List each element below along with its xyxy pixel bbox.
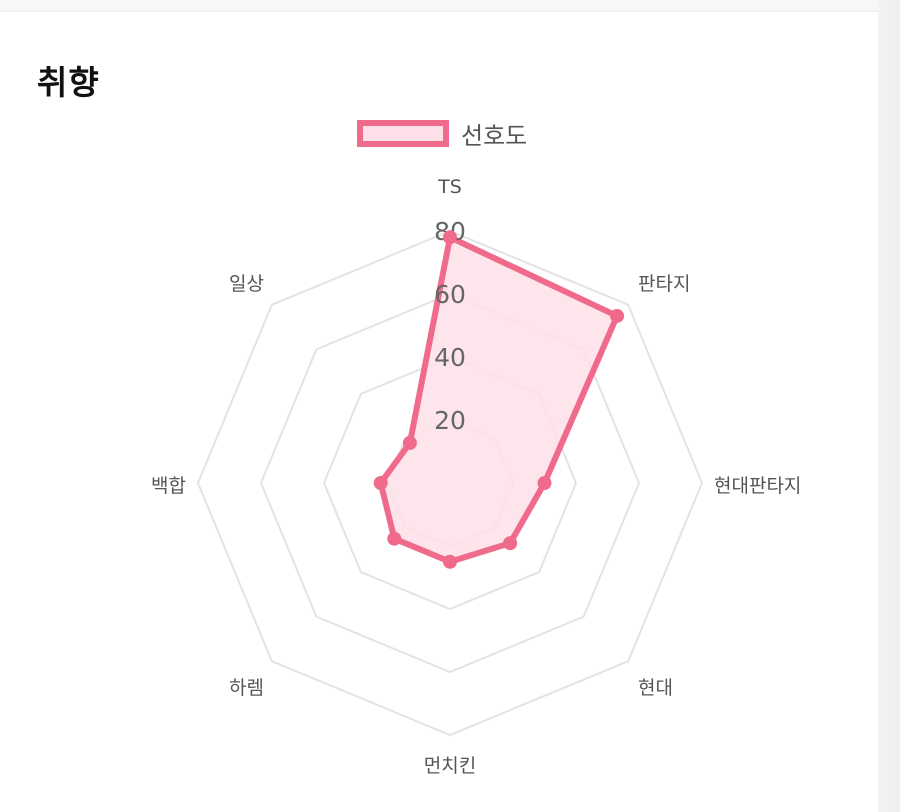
category-label: 현대판타지 (714, 475, 801, 497)
tick-label: 20 (434, 406, 466, 435)
data-point (537, 476, 552, 490)
category-label: 백합 (151, 475, 186, 497)
legend-label: 선호도 (461, 122, 528, 150)
category-label: 일상 (229, 273, 264, 295)
category-label: 하렘 (229, 677, 264, 699)
category-label: 먼치킨 (424, 755, 476, 777)
data-point (373, 476, 388, 490)
tick-label: 40 (434, 343, 466, 372)
chart-legend[interactable]: 선호도 (357, 116, 527, 151)
tick-label: 60 (434, 280, 466, 309)
data-point (387, 531, 402, 546)
data-point (443, 230, 457, 245)
top-bar (0, 0, 880, 12)
page-title: 취향 (37, 63, 100, 102)
category-label: 현대 (638, 677, 673, 699)
category-label: TS (437, 176, 462, 198)
grid-ring (196, 229, 704, 737)
scrollbar[interactable] (878, 0, 900, 812)
grid-ring (259, 292, 641, 674)
data-point (443, 554, 457, 569)
legend-swatch (357, 120, 449, 147)
data-point (402, 435, 417, 450)
category-label: 판타지 (638, 273, 690, 295)
data-point (610, 308, 625, 323)
data-point (503, 536, 518, 551)
